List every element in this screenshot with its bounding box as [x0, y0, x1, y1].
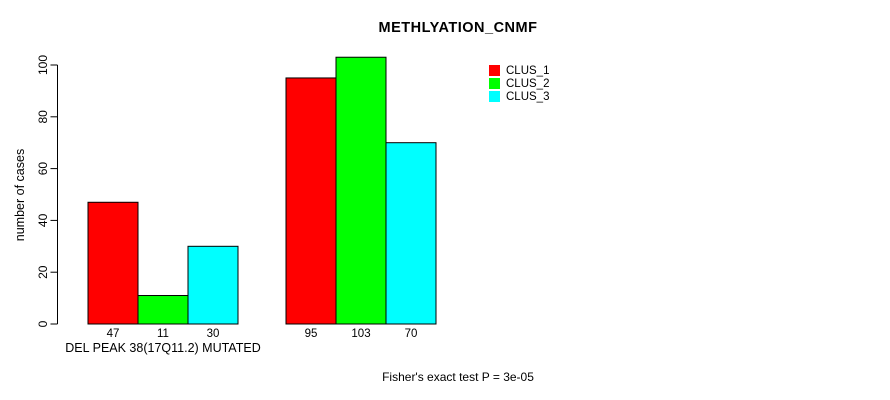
bar-value-label: 30 — [207, 328, 220, 340]
legend-row-clus_3: CLUS_3 — [489, 90, 549, 103]
chart-title: METHLYATION_CNMF — [378, 20, 538, 36]
bar-clus_3-group2 — [385, 142, 437, 325]
bar-clus_3-group1 — [187, 245, 239, 325]
bar-clus_1-group1 — [87, 201, 139, 325]
legend: CLUS_1 CLUS_2 CLUS_3 — [489, 64, 549, 103]
y-tick-label: 80 — [36, 110, 50, 124]
legend-swatch-clus_1 — [489, 65, 500, 76]
y-tick-label: 0 — [36, 320, 50, 327]
bar-clus_1-group2 — [285, 77, 337, 325]
bar-value-label: 103 — [351, 328, 370, 340]
legend-row-clus_2: CLUS_2 — [489, 77, 549, 90]
legend-row-clus_1: CLUS_1 — [489, 64, 549, 77]
legend-label: CLUS_1 — [506, 64, 550, 77]
legend-label: CLUS_2 — [506, 77, 550, 90]
bar-value-label: 47 — [107, 328, 120, 340]
y-tick-label: 40 — [36, 213, 50, 227]
bar-value-label: 11 — [157, 328, 169, 340]
legend-label: CLUS_3 — [506, 90, 550, 103]
y-tick-label: 60 — [36, 162, 50, 176]
bar-value-label: 70 — [405, 328, 418, 340]
x-group-label: DEL PEAK 38(17Q11.2) MUTATED — [65, 341, 261, 355]
legend-swatch-clus_3 — [489, 91, 500, 102]
y-tick-label: 20 — [36, 265, 50, 279]
bar-clus_2-group1 — [137, 295, 189, 325]
legend-swatch-clus_2 — [489, 78, 500, 89]
bar-clus_2-group2 — [335, 56, 387, 325]
y-tick-label: 100 — [36, 55, 50, 75]
bar-value-label: 95 — [305, 328, 318, 340]
footnote-pvalue: Fisher's exact test P = 3e-05 — [382, 370, 534, 384]
